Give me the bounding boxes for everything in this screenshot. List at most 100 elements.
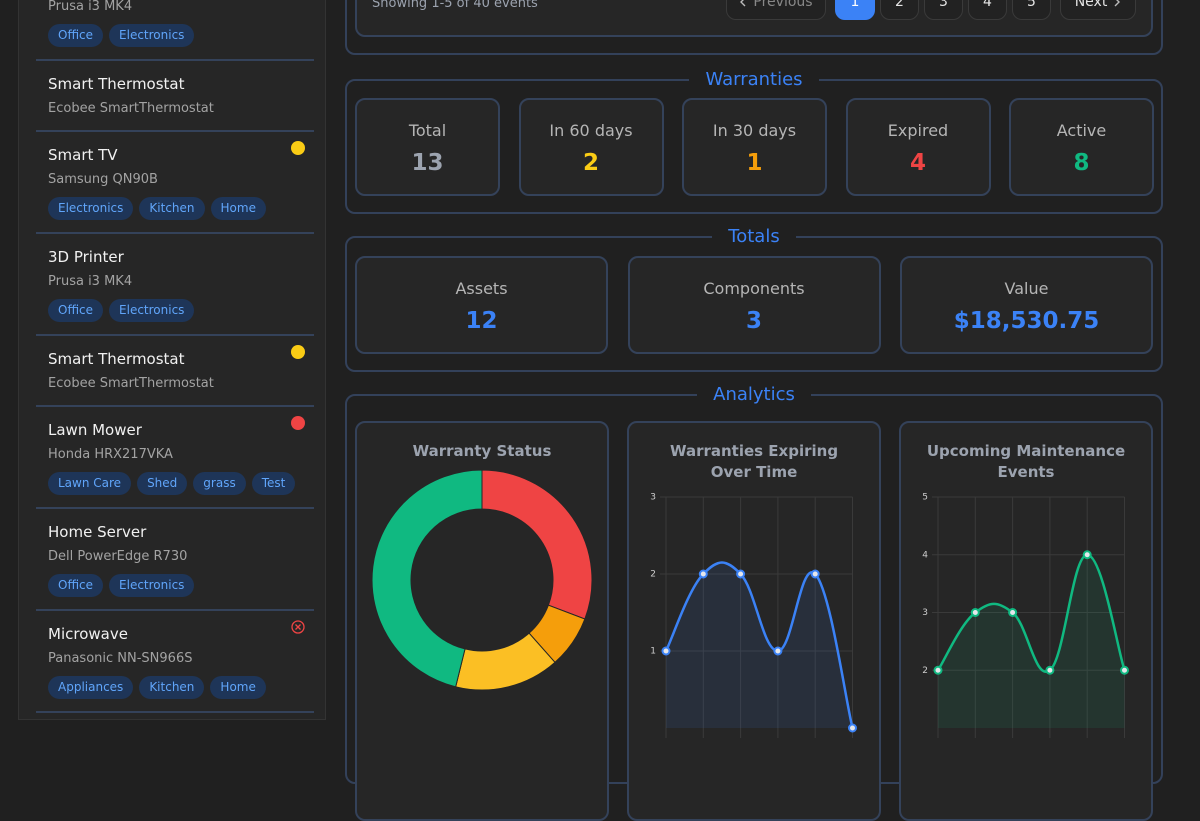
tag: Electronics: [48, 197, 134, 220]
stat-label: In 30 days: [712, 121, 797, 140]
line-point: [970, 608, 980, 617]
tag-list: Lawn Care Shed grass Test: [48, 472, 296, 495]
asset-item[interactable]: Prusa i3 MK4 Office Electronics: [36, 0, 314, 61]
doughnut-segment: [371, 469, 483, 688]
asset-model: Panasonic NN-SN966S: [48, 651, 193, 666]
asset-item[interactable]: 3D Printer Prusa i3 MK4 Office Electronics: [36, 234, 314, 336]
tag: Shed: [137, 472, 188, 495]
chart-title: Warranties Expiring Over Time: [669, 442, 839, 481]
line-area: [666, 562, 853, 728]
y-tick-label: 3: [650, 493, 656, 503]
chart-card: Warranty Status: [355, 421, 609, 821]
chart: 2 3 4 5: [922, 493, 1129, 738]
tag: Kitchen: [139, 197, 205, 220]
line-point: [698, 569, 708, 579]
stat-card: Assets 12: [355, 256, 608, 354]
line-point: [773, 646, 783, 656]
page-button[interactable]: 3: [924, 0, 963, 20]
asset-title: Home Server: [48, 523, 147, 541]
line-point: [1008, 608, 1018, 617]
chevron-icon: [1114, 0, 1121, 7]
icon: [291, 141, 305, 155]
asset-item[interactable]: Microwave Panasonic NN-SN966S Appliances Ki…: [36, 611, 314, 713]
line-point: [1120, 665, 1129, 675]
tag-list: Electronics Kitchen Home: [48, 197, 266, 220]
tag: Appliances: [48, 676, 134, 699]
page-button[interactable]: 5: [1012, 0, 1051, 20]
tag-list: Office Electronics: [48, 299, 195, 322]
icon: [740, 0, 746, 7]
page-button[interactable]: 1: [835, 0, 875, 20]
stat-card: In 60 days 2: [518, 98, 664, 196]
asset-item[interactable]: Lawn Mower Honda HRX217VKA Lawn Care Shed gr…: [36, 407, 314, 509]
asset-title: Smart TV: [48, 146, 118, 164]
line-point: [1082, 550, 1092, 560]
section-title: Analytics: [713, 384, 795, 405]
tag: grass: [193, 472, 246, 495]
y-tick-label: 3: [922, 608, 928, 618]
stat-label: In 60 days: [549, 121, 633, 140]
asset-title: Smart Thermostat: [48, 75, 185, 93]
stat-card: Active 8: [1009, 98, 1154, 196]
tag: Electronics: [109, 24, 195, 47]
tag: Kitchen: [139, 676, 205, 699]
stat-value: 12: [465, 308, 498, 334]
section-title: Totals: [728, 226, 780, 247]
tag: Office: [48, 299, 104, 322]
asset-model: Ecobee SmartThermostat: [48, 101, 214, 116]
icon: [295, 624, 301, 630]
stat-label: Components: [703, 279, 805, 298]
y-tick-label: 5: [922, 493, 928, 503]
asset-item[interactable]: Smart TV Samsung QN90B Electronics Kitchen H…: [36, 132, 314, 234]
previous-button[interactable]: Previous: [726, 0, 826, 20]
asset-title: 3D Printer: [48, 248, 124, 266]
asset-model: Prusa i3 MK4: [48, 0, 133, 14]
asset-model: Prusa i3 MK4: [48, 274, 133, 289]
chart: [371, 469, 593, 691]
asset-model: Dell PowerEdge R730: [48, 549, 188, 564]
tag: Electronics: [109, 574, 195, 597]
asset-item[interactable]: Smart Thermostat Ecobee SmartThermostat: [36, 61, 314, 132]
stat-card: Total 13: [355, 98, 500, 196]
icon: [291, 345, 305, 359]
asset-item[interactable]: Home Server Dell PowerEdge R730 Office Elec…: [36, 509, 314, 611]
warranties-section: Warranties: [345, 69, 1163, 214]
y-tick-label: 4: [922, 550, 928, 560]
tag: Home: [210, 197, 266, 220]
status-indicator: [291, 416, 305, 430]
next-button[interactable]: Next: [1060, 0, 1136, 20]
page-button[interactable]: 4: [968, 0, 1007, 20]
stat-label: Expired: [887, 121, 949, 140]
stat-card: In 30 days 1: [682, 98, 827, 196]
icon: [291, 416, 305, 430]
tag: Lawn Care: [48, 472, 132, 495]
stat-value: 1: [746, 150, 763, 176]
stat-value: 13: [411, 150, 444, 176]
chart-card: Warranties Expiring Over Time 1 2 3: [627, 421, 881, 821]
asset-title: Smart Thermostat: [48, 350, 185, 368]
chart-title: Warranty Status: [412, 442, 552, 460]
status-indicator: [291, 620, 305, 634]
line-point: [1045, 665, 1055, 675]
events-summary: Showing 1-5 of 40 events: [372, 0, 538, 11]
icon: [1114, 0, 1121, 7]
section-title: Warranties: [705, 69, 803, 90]
line-point: [848, 723, 857, 733]
asset-item[interactable]: Smart Thermostat Ecobee SmartThermostat: [36, 336, 314, 407]
chart-title: Upcoming Maintenance Events: [926, 442, 1126, 481]
stat-card: Components 3: [627, 256, 881, 354]
asset-model: Ecobee SmartThermostat: [48, 376, 214, 391]
button-label: Next: [1074, 0, 1108, 10]
stat-label: Total: [408, 121, 447, 140]
sidebar: [18, 0, 326, 720]
page-button[interactable]: 2: [880, 0, 919, 20]
icon: [291, 620, 305, 634]
stat-label: Value: [1004, 279, 1049, 298]
stat-label: Assets: [455, 279, 508, 298]
chevron-icon: [740, 0, 746, 7]
tag-list: Office Electronics: [48, 574, 195, 597]
tag: Office: [48, 24, 104, 47]
stat-card: Expired 4: [845, 98, 991, 196]
pagination: Previous 1 2 3 4 5 Next: [726, 0, 1136, 20]
chart: 1 2 3: [650, 493, 857, 738]
